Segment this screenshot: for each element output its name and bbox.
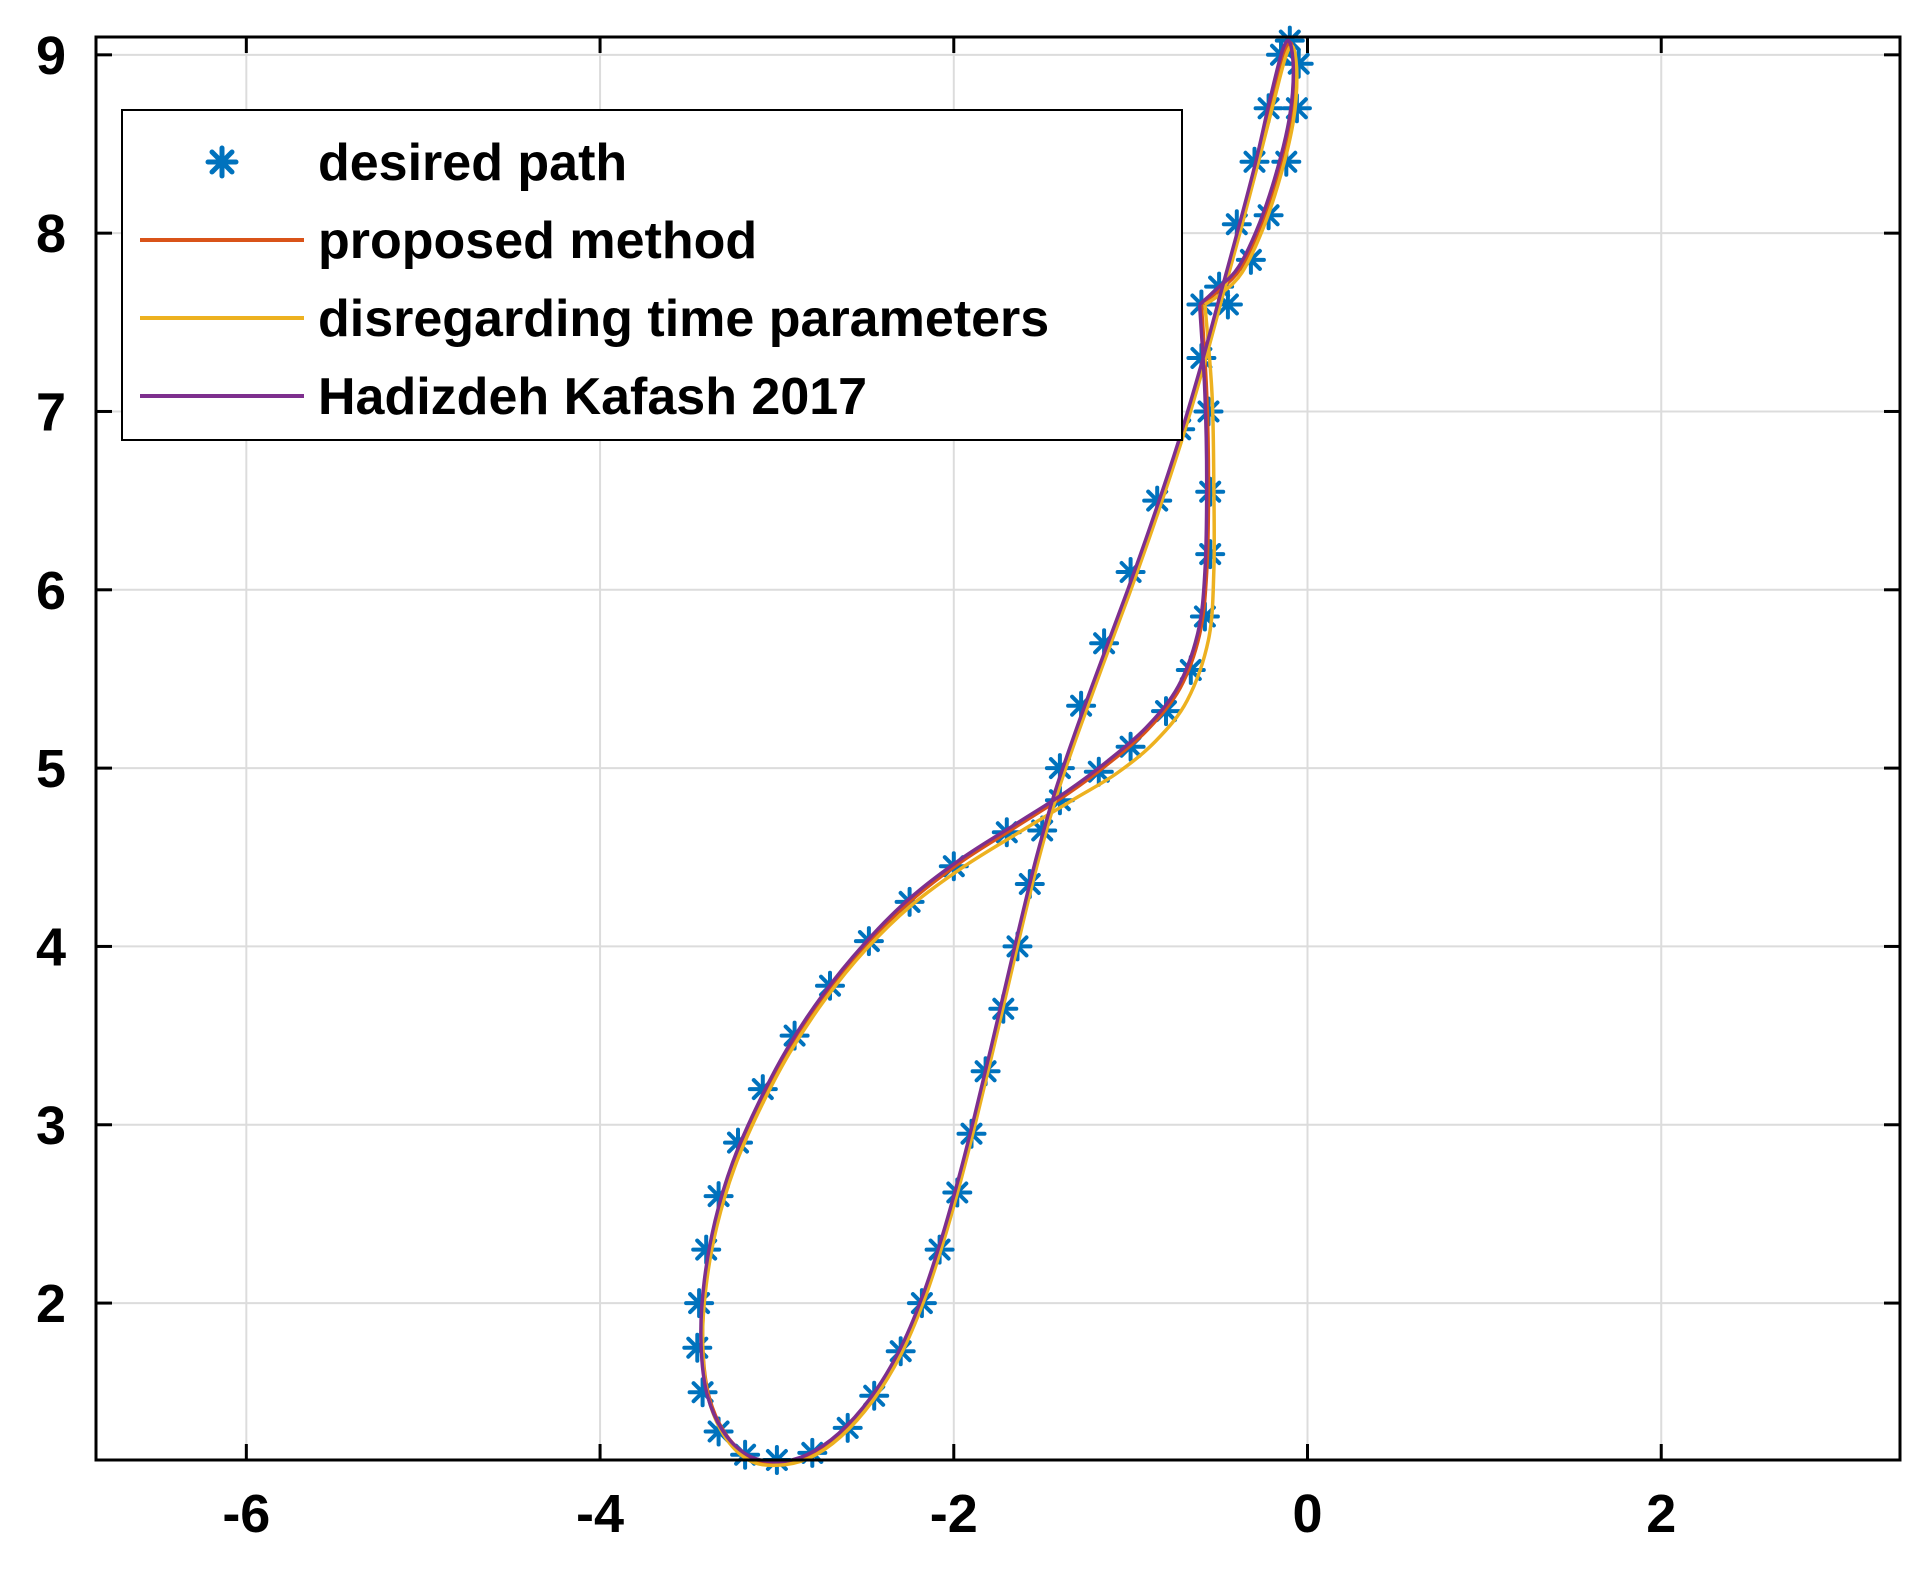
y-tick-label: 6 (36, 561, 66, 621)
legend-label-proposed-method: proposed method (318, 212, 757, 270)
x-tick-label: 0 (1292, 1484, 1322, 1544)
line-disregarding-time-parameters (700, 44, 1299, 1468)
legend: desired path proposed method disregardin… (121, 109, 1183, 441)
y-tick-labels: 2 3 4 5 6 7 8 9 (36, 26, 66, 1334)
x-tick-label: -4 (576, 1484, 624, 1544)
y-tick-label: 3 (36, 1096, 66, 1156)
legend-entry-disregarding-time: disregarding time parameters (140, 290, 1049, 348)
x-tick-label: -6 (222, 1484, 270, 1544)
y-tick-label: 4 (36, 917, 66, 977)
y-tick-label: 5 (36, 739, 66, 799)
y-tick-label: 8 (36, 204, 66, 264)
legend-box (121, 109, 1183, 441)
desired-path-point (687, 1377, 718, 1408)
y-tick-label: 9 (36, 26, 66, 86)
y-tick-label: 2 (36, 1274, 66, 1334)
y-tick-label: 7 (36, 382, 66, 442)
line-hadizdeh-kafash-2017 (699, 38, 1296, 1464)
series-disregarding-time-parameters (700, 44, 1299, 1468)
axes-box (94, 35, 1902, 1462)
legend-entry-proposed-method: proposed method (140, 212, 757, 270)
legend-label-disregarding-time: disregarding time parameters (318, 290, 1049, 348)
axis-ticks (96, 37, 1900, 1460)
x-tick-labels: -6 -4 -2 0 2 (222, 1484, 1676, 1544)
legend-label-desired-path: desired path (318, 134, 627, 192)
desired-path-point (1283, 48, 1314, 79)
legend-label-hadizdeh: Hadizdeh Kafash 2017 (318, 368, 867, 426)
legend-entry-desired-path: desired path (205, 134, 627, 192)
x-tick-label: -2 (930, 1484, 978, 1544)
series-hadizdeh-kafash-2017 (699, 38, 1296, 1464)
desired-path-point (1195, 539, 1226, 570)
x-tick-label: 2 (1646, 1484, 1676, 1544)
asterisk-marker-icon (205, 145, 239, 179)
legend-entry-hadizdeh: Hadizdeh Kafash 2017 (140, 368, 867, 426)
desired-path-point (684, 1288, 715, 1319)
desired-path-point (682, 1332, 713, 1363)
